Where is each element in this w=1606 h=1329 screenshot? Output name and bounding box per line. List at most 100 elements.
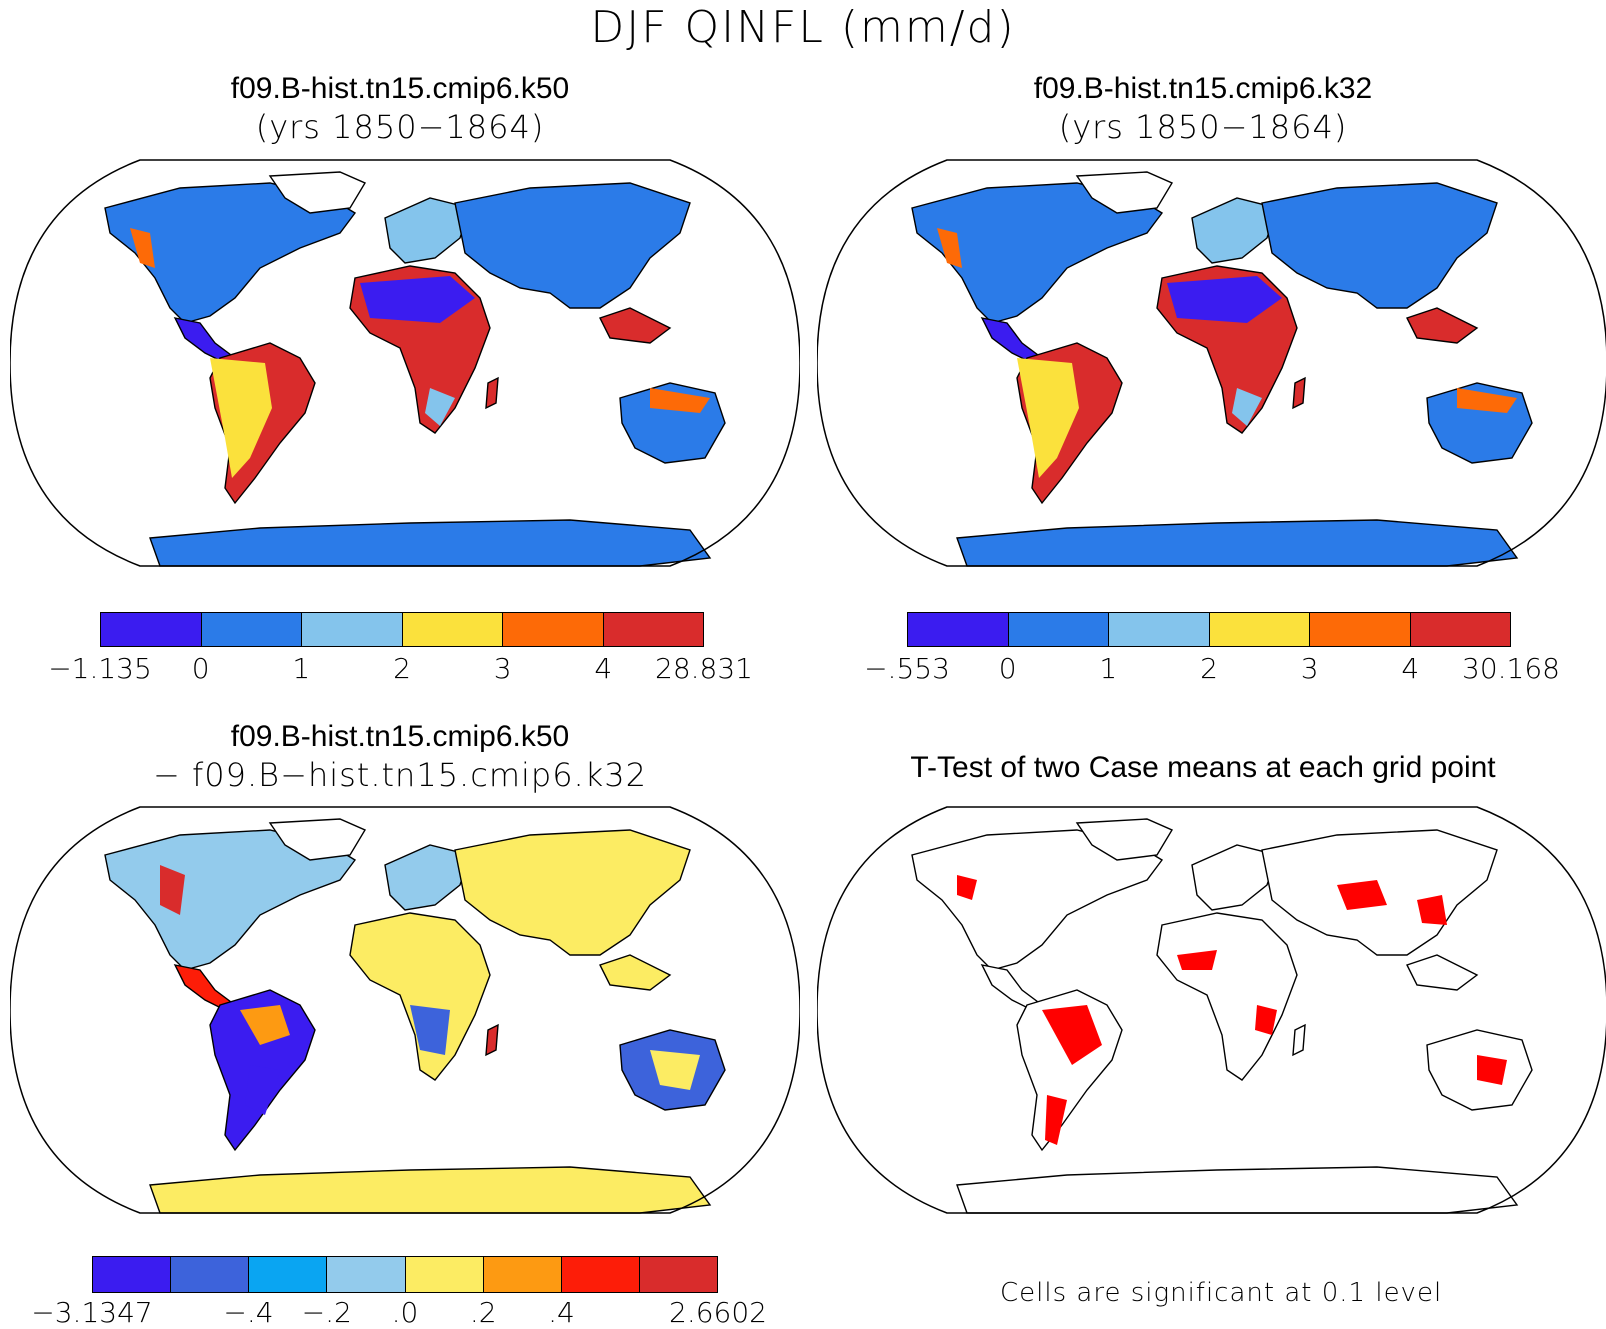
colorbar-swatch — [603, 613, 703, 646]
continent-seasia — [599, 954, 672, 991]
field-patch — [937, 228, 962, 268]
colorbar-swatch — [483, 1257, 562, 1292]
continent-africa — [349, 912, 491, 1081]
field-patch — [1232, 388, 1262, 426]
colorbar-swatch — [302, 613, 403, 646]
map-continents — [104, 171, 726, 567]
field-patch — [425, 388, 455, 426]
field-patch — [1417, 895, 1447, 925]
map-panel-difference — [10, 806, 800, 1214]
field-patch — [1177, 950, 1217, 970]
continent-asia — [454, 182, 691, 309]
colorbar-swatch — [327, 1257, 406, 1292]
colorbar-tick-label: .4 — [548, 1296, 575, 1329]
field-patch — [1477, 1055, 1507, 1085]
colorbar-swatch — [1310, 613, 1411, 646]
colorbar-tick-label: 3 — [493, 652, 512, 685]
colorbar-tick-label: 2 — [1200, 652, 1218, 685]
field-patch — [1255, 1005, 1277, 1035]
colorbar-tick-label: −.4 — [223, 1296, 274, 1329]
map-continents — [911, 171, 1533, 567]
map-frame — [817, 159, 1606, 567]
continent-seasia — [599, 307, 672, 344]
field-patch — [240, 1005, 290, 1045]
colorbar-tick-label: 0 — [998, 652, 1017, 685]
colorbar-swatch — [561, 1257, 640, 1292]
map-continents — [911, 818, 1533, 1214]
colorbar-swatch — [405, 1257, 484, 1292]
colorbar-swatch — [1209, 613, 1310, 646]
continent-africa — [1156, 912, 1298, 1081]
colorbar-tick-label: −.553 — [864, 652, 950, 685]
colorbar-swatch — [1410, 613, 1510, 646]
continent-antarctica — [956, 1166, 1519, 1214]
panel-1-title: f09.B-hist.tn15.cmip6.k50 (yrs 1850−1864… — [0, 70, 800, 146]
continent-europe — [1191, 197, 1278, 264]
colorbar-swatch — [639, 1257, 717, 1292]
colorbar-tick-label: 2 — [393, 652, 411, 685]
continent-madagascar — [485, 376, 499, 410]
map-frame — [817, 806, 1606, 1214]
field-patch — [210, 358, 272, 478]
colorbar-tick-label: 1 — [1099, 652, 1118, 685]
continent-madagascar — [485, 1023, 499, 1057]
colorbar-tick-label: −3.1347 — [31, 1296, 153, 1329]
field-patch — [1167, 276, 1282, 323]
colorbar-tick-label: .0 — [391, 1296, 419, 1329]
continent-antarctica — [149, 519, 712, 567]
colorbar-tick-label: 1 — [292, 652, 311, 685]
colorbar-case2 — [907, 612, 1511, 647]
continent-greenland — [268, 818, 367, 861]
panel-1-title-line1: f09.B-hist.tn15.cmip6.k50 — [230, 72, 570, 105]
map-frame — [10, 806, 800, 1214]
colorbar-tick-label: −.2 — [301, 1296, 352, 1329]
colorbar-tick-label: 4 — [594, 652, 613, 685]
colorbar-swatch — [503, 613, 604, 646]
colorbar-tick-label: .2 — [469, 1296, 497, 1329]
field-patch — [1457, 388, 1517, 413]
colorbar-difference — [92, 1256, 718, 1293]
colorbar-swatch — [1008, 613, 1109, 646]
panel-3-title-line2: − f09.B−hist.tn15.cmip6.k32 — [153, 756, 647, 794]
colorbar-tick-label: 4 — [1401, 652, 1420, 685]
continent-asia — [1261, 182, 1498, 309]
colorbar-swatch — [908, 613, 1009, 646]
panel-2-title-line2: (yrs 1850−1864) — [1058, 108, 1348, 146]
field-patch — [1042, 1005, 1102, 1065]
continent-antarctica — [956, 519, 1519, 567]
colorbar-swatch — [402, 613, 503, 646]
field-patches — [937, 228, 1517, 478]
continent-greenland — [268, 171, 367, 214]
field-patch — [160, 865, 185, 915]
continent-seasia — [1406, 954, 1479, 991]
colorbar-swatch — [93, 1257, 172, 1292]
panel-2-title: f09.B-hist.tn15.cmip6.k32 (yrs 1850−1864… — [800, 70, 1606, 146]
map-panel-case2 — [817, 159, 1606, 567]
continent-europe — [384, 197, 471, 264]
field-patch — [650, 1050, 700, 1090]
figure-title: DJF QINFL (mm/d) — [590, 2, 1016, 53]
field-patch — [410, 1005, 450, 1055]
continent-greenland — [1075, 818, 1174, 861]
panel-3-title: f09.B-hist.tn15.cmip6.k50 − f09.B−hist.t… — [0, 718, 800, 794]
colorbar-case1 — [100, 612, 704, 647]
colorbar-tick-label: 0 — [191, 652, 210, 685]
colorbar-swatch — [201, 613, 302, 646]
field-patch — [360, 276, 475, 323]
colorbar-swatch — [1109, 613, 1210, 646]
continent-antarctica — [149, 1166, 712, 1214]
panel-3-title-line1: f09.B-hist.tn15.cmip6.k50 — [230, 720, 570, 753]
continent-madagascar — [1292, 1023, 1306, 1057]
map-frame — [10, 159, 800, 567]
colorbar-tick-label: 3 — [1300, 652, 1319, 685]
colorbar-swatch — [249, 1257, 328, 1292]
colorbar-tick-label: −1.135 — [48, 652, 152, 685]
panel-4-title-line1: T-Test of two Case means at each grid po… — [910, 751, 1496, 784]
field-patch — [245, 1065, 280, 1115]
colorbar-swatch — [101, 613, 202, 646]
field-patch — [1045, 1095, 1067, 1145]
field-patch — [650, 388, 710, 413]
colorbar-tick-label: 28.831 — [655, 652, 753, 685]
continent-asia — [454, 829, 691, 956]
panel-4-title: T-Test of two Case means at each grid po… — [800, 749, 1606, 787]
